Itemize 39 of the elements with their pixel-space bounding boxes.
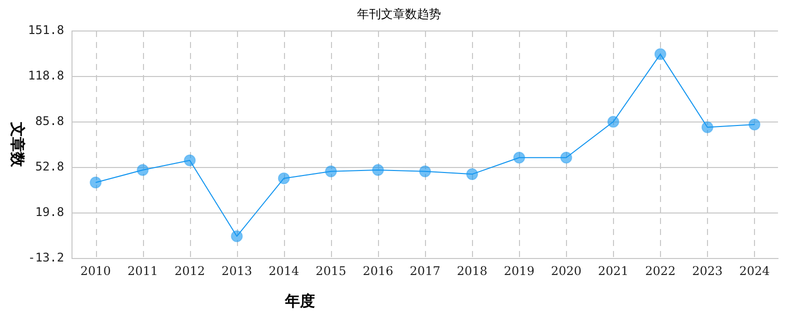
point <box>654 48 666 60</box>
y-axis-title: 文章数 <box>8 121 26 169</box>
x-tick-label: 2010 <box>80 264 111 278</box>
x-tick-label: 2018 <box>456 264 488 278</box>
x-tick-label: 2014 <box>268 264 300 278</box>
point <box>90 176 102 188</box>
point <box>184 154 196 166</box>
chart-title: 年刊文章数趋势 <box>356 6 442 23</box>
point <box>278 172 290 184</box>
x-tick-label: 2021 <box>598 264 629 278</box>
point <box>560 152 572 164</box>
x-tick-label: 2013 <box>222 264 252 278</box>
point <box>324 165 337 178</box>
x-tick-label: 2022 <box>645 264 676 278</box>
x-tick-label: 2011 <box>127 264 158 278</box>
point <box>513 152 526 164</box>
point <box>748 118 760 131</box>
point <box>230 230 243 242</box>
y-tick-label: 19.8 <box>35 205 64 220</box>
y-tick-label: 118.8 <box>28 68 64 83</box>
point <box>372 164 384 176</box>
y-tick-label: -13.2 <box>28 250 64 265</box>
y-tick-label: 52.8 <box>35 160 64 174</box>
x-tick-label: 2024 <box>739 264 770 278</box>
point <box>136 164 149 176</box>
point <box>701 121 714 134</box>
x-tick-label: 2019 <box>504 264 534 278</box>
x-axis-title: 年度 <box>284 292 316 311</box>
y-tick-label: 151.8 <box>28 23 64 38</box>
x-tick-label: 2012 <box>174 264 206 278</box>
x-tick-label: 2017 <box>410 264 440 278</box>
point <box>419 165 432 178</box>
x-tick-label: 2020 <box>550 264 582 278</box>
x-tick-label: 2016 <box>362 264 394 278</box>
x-tick-label: 2015 <box>316 264 346 278</box>
point <box>466 168 478 180</box>
x-tick-label: 2023 <box>692 264 723 278</box>
y-tick-label: 85.8 <box>35 114 64 128</box>
point <box>607 116 620 128</box>
